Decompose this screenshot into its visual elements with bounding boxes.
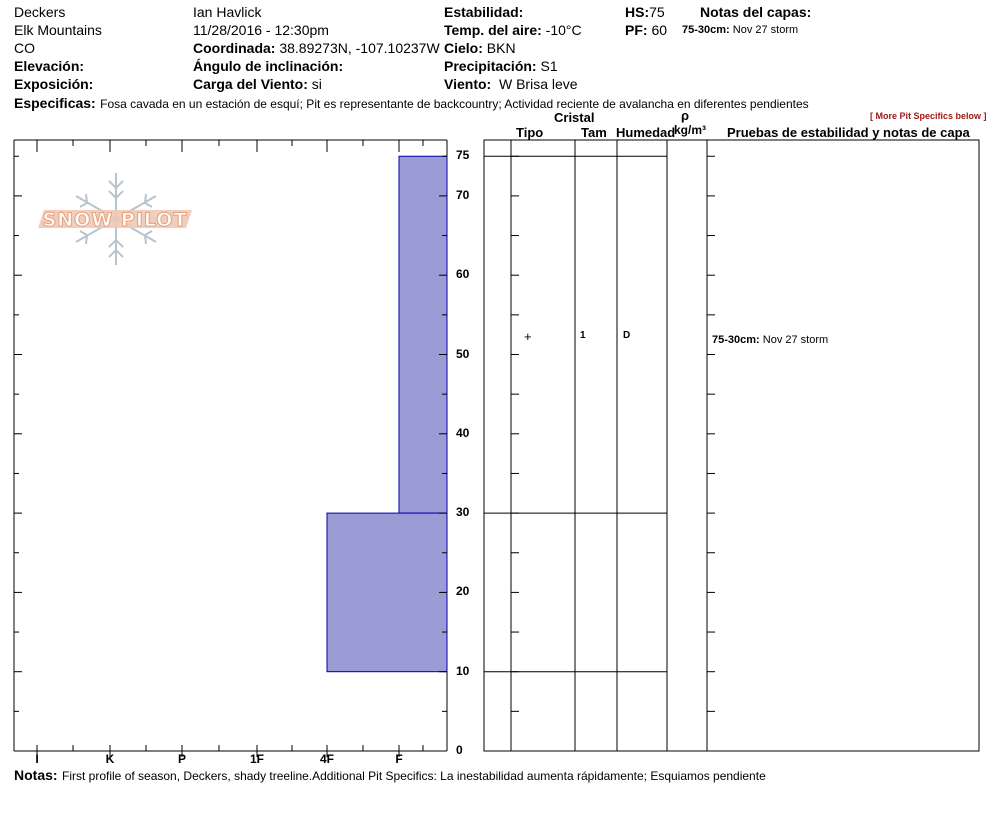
column-header-tam: Tam xyxy=(581,125,607,140)
elevation-label: Elevación: xyxy=(14,58,85,74)
logo-text: SNOW PILOT xyxy=(43,209,188,231)
pf-row: PF: 60 xyxy=(625,23,667,37)
layer-wetness: D xyxy=(623,330,631,341)
observer-name: Ian Havlick xyxy=(193,4,262,20)
stability-label: Estabilidad: xyxy=(444,4,524,20)
hardness-label-F: F xyxy=(395,752,403,766)
hardness-label-4F: 4F xyxy=(319,752,334,766)
exposure-label: Exposición: xyxy=(14,76,94,92)
wind-label: Viento: xyxy=(444,76,492,92)
footer-notes-text: First profile of season, Deckers, shady … xyxy=(62,769,766,783)
coordinate-row: Coordinada: 38.89273N, -107.10237W xyxy=(193,41,440,55)
hardness-layer-0 xyxy=(398,155,448,514)
layer-note-range: 75-30cm: xyxy=(712,334,760,346)
hs-label: HS: xyxy=(625,4,650,20)
layer-notes-text: Nov 27 storm xyxy=(732,24,799,36)
observation-datetime: 11/28/2016 - 12:30pm xyxy=(193,22,329,38)
snowpilot-logo: SNOW PILOT xyxy=(38,173,192,265)
specifics-label: Especificas: xyxy=(14,95,96,111)
pf-label: PF: xyxy=(625,22,648,38)
layer-table xyxy=(483,139,980,752)
more-pit-specifics-link[interactable]: [ More Pit Specifics below ] xyxy=(870,111,987,121)
sky-row: Cielo: BKN xyxy=(444,41,516,55)
depth-label-40: 40 xyxy=(456,425,470,440)
air-temp-label: Temp. del aire: xyxy=(444,22,542,38)
column-header-cristal: Cristal xyxy=(554,110,595,125)
layer-note-text: Nov 27 storm xyxy=(762,334,829,346)
column-header-tests: Pruebas de estabilidad y notas de capa xyxy=(727,125,970,140)
location-name: Deckers xyxy=(14,4,66,20)
depth-ticks xyxy=(14,155,447,712)
sky-value: BKN xyxy=(486,40,516,56)
state: CO xyxy=(14,40,35,56)
layer-notes-range: 75-30cm: xyxy=(682,24,730,36)
air-temp-row: Temp. del aire: -10°C xyxy=(444,23,582,37)
wind-load-value: si xyxy=(311,76,322,92)
hardness-layer-1 xyxy=(326,512,448,673)
hardness-layers xyxy=(326,155,448,673)
hardness-chart xyxy=(13,139,448,757)
mountain-range: Elk Mountains xyxy=(14,22,102,38)
depth-label-70: 70 xyxy=(456,187,470,202)
wind-row: Viento: W Brisa leve xyxy=(444,77,578,91)
wind-load-row: Carga del Viento: si xyxy=(193,77,322,91)
slope-angle-label: Ángulo de inclinación: xyxy=(193,58,344,74)
depth-label-50: 50 xyxy=(456,346,470,361)
coordinate-value: 38.89273N, -107.10237W xyxy=(279,40,440,56)
table-frame xyxy=(483,139,980,752)
precip-row: Precipitación: S1 xyxy=(444,59,558,73)
hardness-label-1F: 1F xyxy=(249,752,264,766)
hs-row: HS:75 xyxy=(625,5,665,19)
logo-banner xyxy=(38,210,192,228)
coordinate-label: Coordinada: xyxy=(193,40,276,56)
depth-label-75: 75 xyxy=(456,148,470,163)
footer-notes-label: Notas: xyxy=(14,767,58,783)
hardness-label-K: K xyxy=(105,752,115,766)
table-layer-boundaries xyxy=(484,155,667,673)
hs-value: 75 xyxy=(649,4,665,20)
wind-load-label: Carga del Viento: xyxy=(193,76,308,92)
column-header-density-unit: kg/m³ xyxy=(674,123,707,137)
table-ticks xyxy=(511,155,715,712)
layer-grain-size: 1 xyxy=(580,330,586,341)
hardness-label-I: I xyxy=(35,752,39,766)
depth-label-30: 30 xyxy=(456,505,470,520)
pf-value: 60 xyxy=(651,22,668,38)
hardness-label-P: P xyxy=(177,752,186,766)
air-temp-value: -10°C xyxy=(545,22,582,38)
column-header-tipo: Tipo xyxy=(516,125,544,140)
wind-value: W Brisa leve xyxy=(498,76,578,92)
sky-label: Cielo: xyxy=(444,40,483,56)
specifics-row: Especificas: Fosa cavada en un estación … xyxy=(14,96,809,112)
hardness-ticks xyxy=(36,140,424,757)
depth-label-20: 20 xyxy=(456,584,470,599)
layer-grain-type: + xyxy=(524,329,532,344)
layer-note: 75-30cm: Nov 27 storm xyxy=(712,335,828,346)
column-header-humedad: Humedad xyxy=(616,125,676,140)
specifics-text: Fosa cavada en un estación de esquí; Pit… xyxy=(100,97,809,111)
precip-value: S1 xyxy=(540,58,558,74)
column-header-rho: ρ xyxy=(681,108,690,123)
layer-notes-entry: 75-30cm: Nov 27 storm xyxy=(682,25,798,36)
footer-notes: Notas: First profile of season, Deckers,… xyxy=(14,768,766,784)
depth-label-60: 60 xyxy=(456,267,470,282)
depth-label-10: 10 xyxy=(456,663,470,678)
precip-label: Precipitación: xyxy=(444,58,537,74)
layer-notes-label: Notas del capas: xyxy=(700,4,812,20)
depth-label-0: 0 xyxy=(456,743,463,757)
